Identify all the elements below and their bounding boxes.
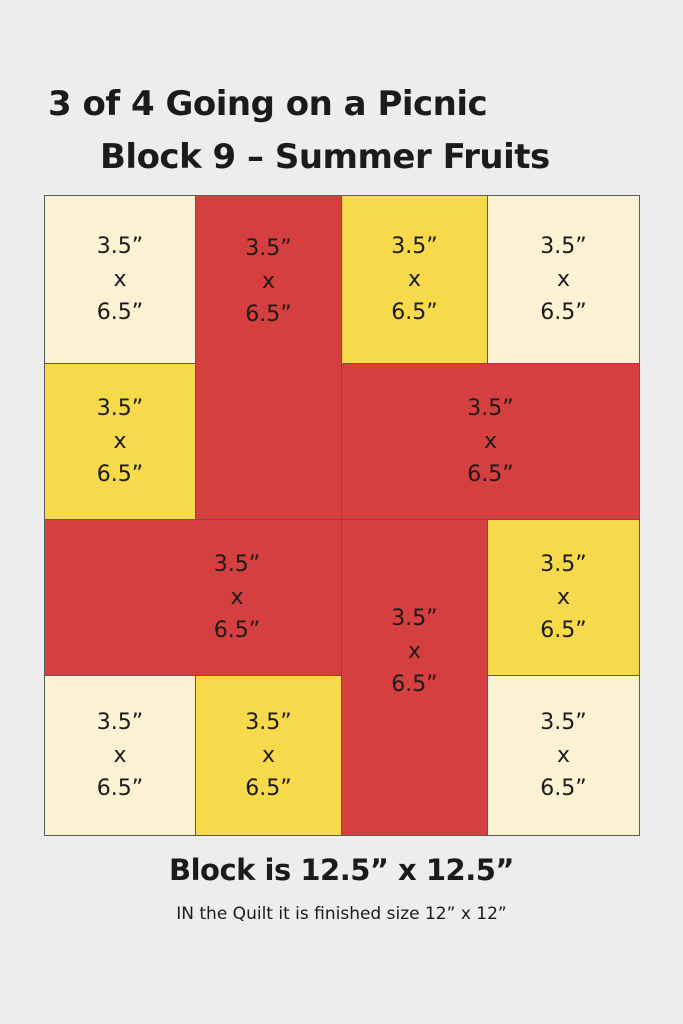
piece-width-label: 3.5”	[391, 606, 438, 631]
piece-height-label: 6.5”	[245, 776, 292, 801]
piece-label: 3.5” x 6.5”	[540, 706, 586, 805]
piece-times-label: x	[556, 585, 570, 610]
piece-times-label: x	[407, 267, 421, 292]
piece-yellow-left: 3.5” x 6.5”	[44, 363, 196, 520]
quilt-block-diagram: 3.5” x 6.5” 3.5” x 6.5” 3.5” x 6.5” 3.5”…	[44, 195, 640, 836]
title-line-1: 3 of 4 Going on a Picnic	[48, 84, 488, 124]
piece-times-label: x	[113, 743, 127, 768]
piece-label: 3.5” x 6.5”	[540, 548, 586, 647]
piece-label: 3.5” x 6.5”	[97, 230, 143, 329]
piece-cream-bottom-left: 3.5” x 6.5”	[44, 675, 196, 836]
finished-size-note: IN the Quilt it is finished size 12” x 1…	[176, 904, 507, 924]
piece-times-label: x	[556, 743, 570, 768]
title-line-2: Block 9 – Summer Fruits	[100, 137, 550, 177]
piece-width-label: 3.5”	[245, 710, 292, 735]
piece-red-left-vertical: 3.5” x 6.5”	[195, 195, 342, 520]
piece-label: 3.5” x 6.5”	[214, 548, 260, 647]
piece-label: 3.5” x 6.5”	[391, 602, 437, 701]
piece-width-label: 3.5”	[540, 234, 587, 259]
piece-width-label: 3.5”	[540, 710, 587, 735]
piece-height-label: 6.5”	[96, 776, 144, 801]
piece-yellow-right: 3.5” x 6.5”	[487, 519, 640, 676]
piece-times-label: x	[407, 639, 421, 664]
piece-width-label: 3.5”	[391, 234, 438, 259]
piece-red-right-vertical: 3.5” x 6.5”	[341, 519, 488, 836]
piece-label: 3.5” x 6.5”	[391, 230, 437, 329]
piece-cream-bottom-right: 3.5” x 6.5”	[487, 675, 640, 836]
piece-label: 3.5” x 6.5”	[540, 230, 586, 329]
piece-times-label: x	[113, 267, 127, 292]
piece-red-right-horizontal: 3.5” x 6.5”	[341, 363, 640, 520]
piece-width-label: 3.5”	[96, 234, 144, 259]
piece-times-label: x	[113, 429, 127, 454]
piece-height-label: 6.5”	[467, 462, 514, 487]
piece-width-label: 3.5”	[540, 552, 587, 577]
piece-height-label: 6.5”	[213, 618, 261, 643]
piece-yellow-top: 3.5” x 6.5”	[341, 195, 488, 364]
piece-times-label: x	[230, 585, 244, 610]
piece-cream-top-left: 3.5” x 6.5”	[44, 195, 196, 364]
piece-times-label: x	[261, 269, 275, 294]
piece-height-label: 6.5”	[391, 300, 438, 325]
piece-width-label: 3.5”	[213, 552, 261, 577]
piece-label: 3.5” x 6.5”	[245, 706, 291, 805]
piece-cream-top-right: 3.5” x 6.5”	[487, 195, 640, 364]
piece-height-label: 6.5”	[391, 672, 438, 697]
piece-label: 3.5” x 6.5”	[467, 392, 513, 491]
piece-width-label: 3.5”	[245, 236, 292, 261]
piece-height-label: 6.5”	[540, 776, 587, 801]
piece-times-label: x	[483, 429, 497, 454]
piece-label: 3.5” x 6.5”	[245, 232, 291, 331]
piece-times-label: x	[261, 743, 275, 768]
piece-height-label: 6.5”	[245, 302, 292, 327]
piece-width-label: 3.5”	[96, 710, 144, 735]
piece-label: 3.5” x 6.5”	[97, 706, 143, 805]
piece-width-label: 3.5”	[96, 396, 144, 421]
piece-height-label: 6.5”	[96, 462, 144, 487]
piece-label: 3.5” x 6.5”	[97, 392, 143, 491]
block-size-text: Block is 12.5” x 12.5”	[169, 853, 514, 887]
piece-height-label: 6.5”	[540, 618, 587, 643]
piece-yellow-bottom: 3.5” x 6.5”	[195, 675, 342, 836]
piece-height-label: 6.5”	[540, 300, 587, 325]
piece-width-label: 3.5”	[467, 396, 514, 421]
piece-times-label: x	[556, 267, 570, 292]
piece-height-label: 6.5”	[96, 300, 144, 325]
piece-red-left-horizontal: 3.5” x 6.5”	[44, 519, 342, 676]
